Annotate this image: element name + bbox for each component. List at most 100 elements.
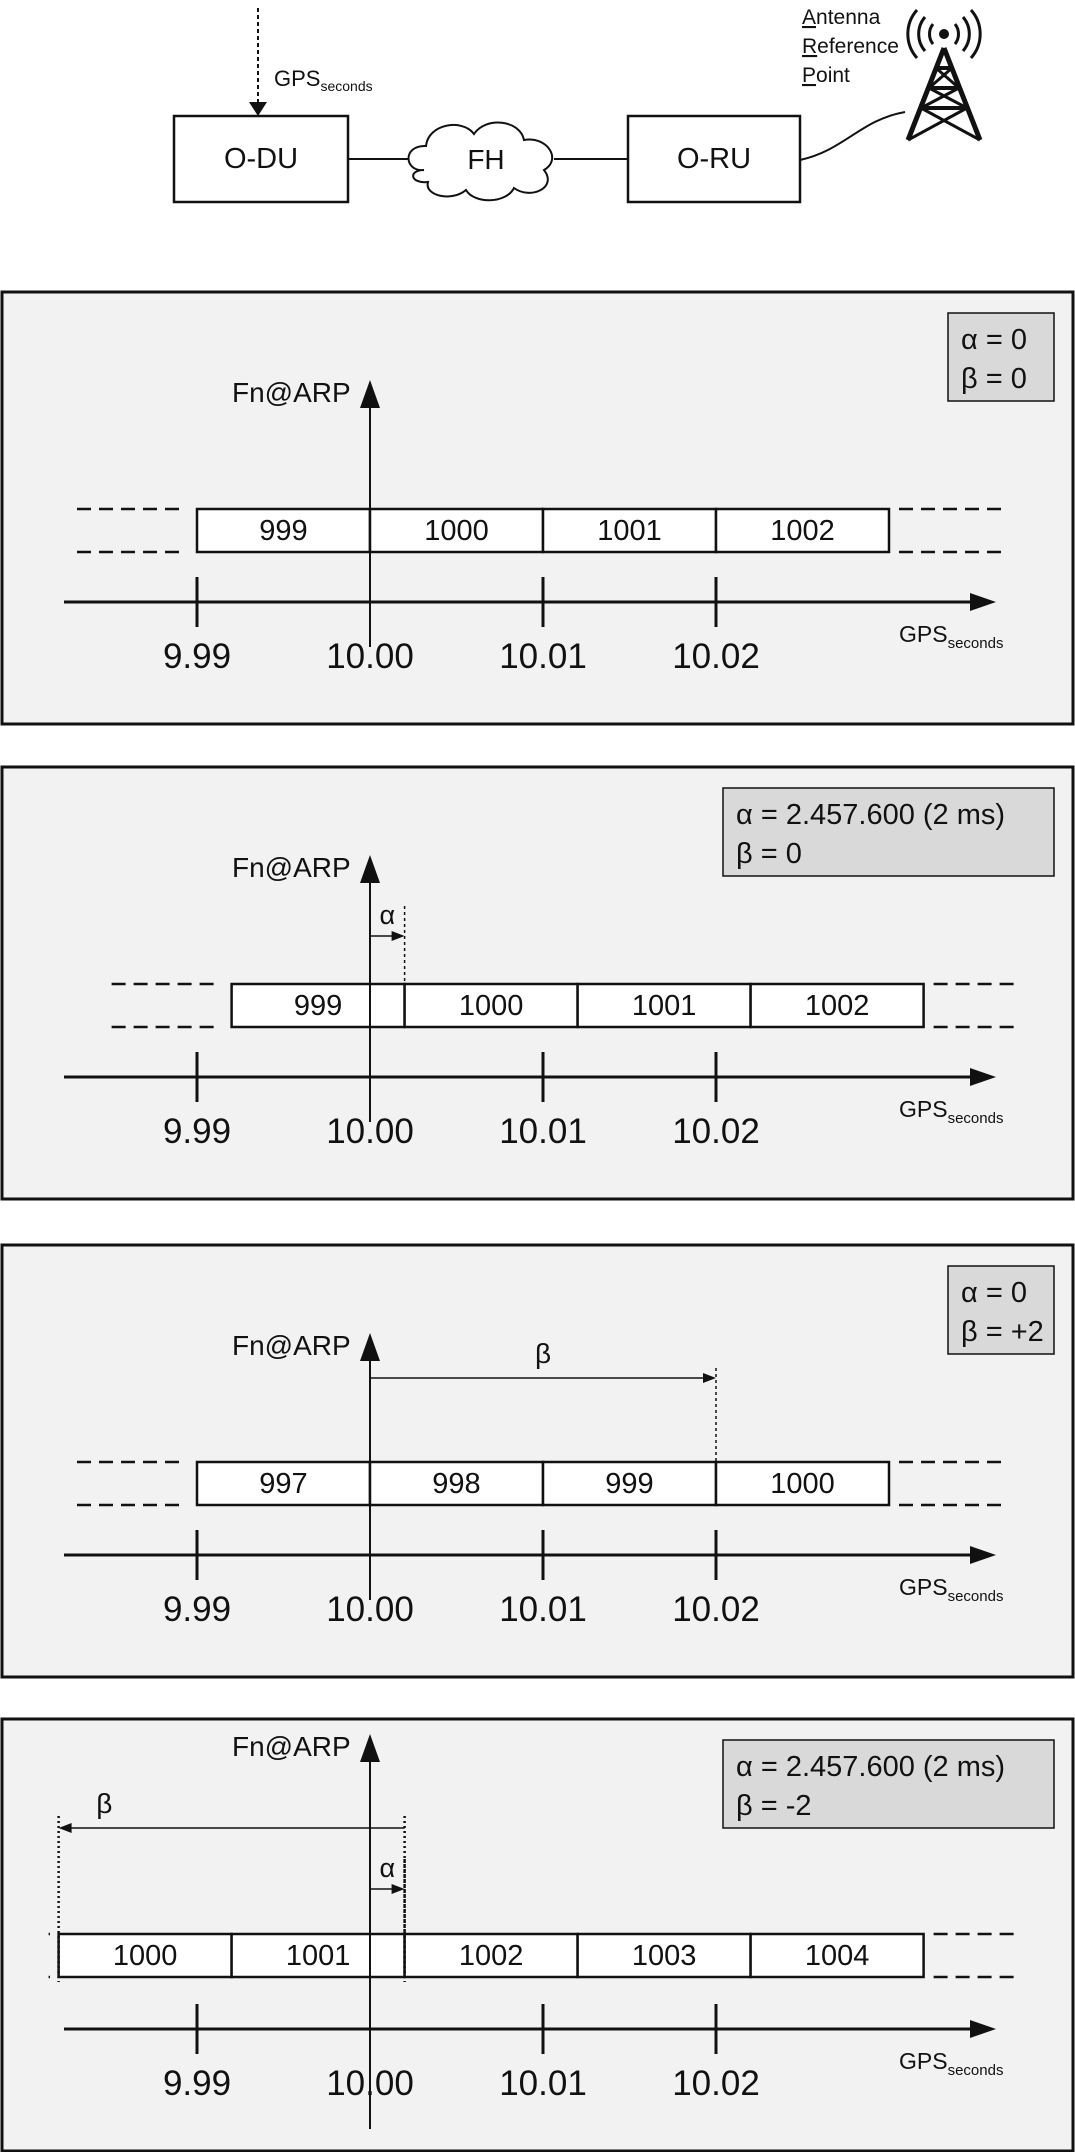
frame-cell bbox=[576, 982, 752, 1029]
beta-arrowhead bbox=[703, 1373, 716, 1383]
frame-cell bbox=[195, 1460, 372, 1507]
frame-cell bbox=[749, 982, 925, 1029]
frame-number: 997 bbox=[259, 1468, 307, 1500]
gps-seconds-label: GPSseconds bbox=[899, 2048, 1003, 2079]
architecture-diagram: GPSseconds O-DU FH O-RU bbox=[172, 6, 983, 204]
gps-tick-label: 9.99 bbox=[163, 2064, 231, 2103]
gps-axis-arrowhead bbox=[970, 593, 996, 611]
alpha-arrowhead bbox=[391, 931, 405, 941]
timing-panels: α = 0β = 09.99 10.00 10.01 10.02GPSseconds9… bbox=[0, 290, 1075, 2152]
frame-cell bbox=[714, 1460, 891, 1507]
antenna-feeder-cable bbox=[799, 111, 906, 161]
frame-number: 1000 bbox=[113, 1940, 178, 1972]
alpha-label: α bbox=[379, 900, 395, 930]
gps-seconds-label: GPSseconds bbox=[899, 1574, 1003, 1605]
parameter-box-background bbox=[722, 1739, 1055, 1829]
beta-value: β = 0 bbox=[736, 838, 802, 870]
gps-tick-label: 9.99 bbox=[163, 637, 231, 676]
gps-tick-label: 9.99 bbox=[163, 1112, 231, 1151]
frame-cell bbox=[368, 1460, 545, 1507]
gps-seconds-label: GPSseconds bbox=[899, 621, 1003, 652]
parameter-box: α = 2.457.600 (2 ms) β = 0 bbox=[722, 787, 1055, 877]
antenna-reference-point-label: Antenna Reference Point bbox=[802, 6, 899, 87]
frame-number: 1000 bbox=[459, 990, 524, 1022]
gps-tick-label: 9.99 bbox=[163, 1590, 231, 1629]
beta-label: β bbox=[96, 1788, 112, 1819]
gps-tick-label: 10.02 bbox=[672, 1590, 760, 1629]
beta-arrowhead bbox=[58, 1823, 72, 1833]
antenna-label-line-2: Reference bbox=[802, 35, 899, 58]
parameter-box: α = 0 β = +2 bbox=[947, 1265, 1055, 1355]
timing-panel: α = 0β = 09.99 10.00 10.01 10.02GPSseconds9… bbox=[0, 290, 1075, 726]
parameter-box-background bbox=[947, 1265, 1055, 1355]
frame-cell bbox=[749, 1932, 925, 1979]
gps-axis-arrowhead bbox=[970, 1068, 996, 1086]
frame-number: 1002 bbox=[805, 990, 870, 1022]
parameter-box-background bbox=[722, 787, 1055, 877]
gps-tick-label: 10.02 bbox=[672, 637, 760, 676]
frame-number: 1002 bbox=[770, 515, 835, 547]
odu-box bbox=[172, 114, 350, 204]
gps-tick-label: 10.01 bbox=[499, 1590, 587, 1629]
gps-axis-arrowhead bbox=[970, 1546, 996, 1564]
alpha-value: α = 2.457.600 (2 ms) bbox=[736, 799, 1005, 831]
fn-arp-label: Fn@ARP bbox=[232, 377, 351, 408]
fronthaul-cloud bbox=[407, 121, 554, 202]
gps-seconds-label: GPSseconds bbox=[899, 1096, 1003, 1127]
frame-cell bbox=[714, 507, 891, 554]
antenna-tower-icon bbox=[905, 9, 983, 142]
frame-cell bbox=[403, 982, 579, 1029]
frame-cell bbox=[230, 982, 406, 1029]
frame-number: 1001 bbox=[597, 515, 662, 547]
frame-cell bbox=[576, 1932, 752, 1979]
frame-number: 1002 bbox=[459, 1940, 524, 1972]
beta-value: β = 0 bbox=[961, 363, 1027, 395]
antenna-label-line-3: Point bbox=[802, 64, 850, 87]
parameter-box: α = 0 β = 0 bbox=[947, 312, 1055, 402]
alpha-value: α = 0 bbox=[961, 324, 1027, 356]
oru-label: O-RU bbox=[677, 143, 751, 175]
fn-arp-label: Fn@ARP bbox=[232, 852, 351, 883]
alpha-value: α = 0 bbox=[961, 1277, 1027, 1309]
fn-arp-axis-arrowhead bbox=[360, 855, 380, 883]
frame-cell bbox=[368, 507, 545, 554]
gps-axis-arrowhead bbox=[970, 2020, 996, 2038]
beta-value: β = -2 bbox=[736, 1790, 812, 1822]
beta-value: β = +2 bbox=[961, 1316, 1044, 1348]
fh-label: FH bbox=[467, 144, 504, 175]
frame-cell bbox=[57, 1932, 233, 1979]
frame-number: 999 bbox=[605, 1468, 653, 1500]
frame-number: 999 bbox=[294, 990, 342, 1022]
frame-number: 999 bbox=[259, 515, 307, 547]
fn-arp-axis-arrowhead bbox=[360, 380, 380, 408]
parameter-box: α = 2.457.600 (2 ms) β = -2 bbox=[722, 1739, 1055, 1829]
alpha-label: α bbox=[379, 1853, 395, 1883]
antenna-label-line-1: Antenna bbox=[802, 6, 881, 29]
parameter-box-background bbox=[947, 312, 1055, 402]
top-gps-label: GPSseconds bbox=[274, 66, 373, 94]
frame-number: 1000 bbox=[424, 515, 489, 547]
frame-number: 1004 bbox=[805, 1940, 870, 1972]
fn-arp-label: Fn@ARP bbox=[232, 1330, 351, 1361]
frame-cell bbox=[230, 1932, 406, 1979]
frame-number: 1001 bbox=[632, 990, 697, 1022]
fn-arp-axis-arrowhead bbox=[360, 1333, 380, 1361]
timing-panel: α = 0β = +29.99 10.00 10.01 10.02GPSseconds… bbox=[0, 1243, 1075, 1679]
alpha-arrowhead bbox=[391, 1884, 405, 1894]
frame-cell bbox=[541, 1460, 718, 1507]
beta-label: β bbox=[535, 1338, 551, 1369]
frame-number: 1003 bbox=[632, 1940, 697, 1972]
gps-tick-label: 10.01 bbox=[499, 637, 587, 676]
alpha-value: α = 2.457.600 (2 ms) bbox=[736, 1751, 1005, 1783]
gps-tick-label: 10.01 bbox=[499, 1112, 587, 1151]
timing-panel: α = 2.457.600 (2 ms)β = 09.99 10.00 10.01 1… bbox=[0, 765, 1075, 1201]
odu-label: O-DU bbox=[224, 143, 298, 175]
frame-number: 1001 bbox=[286, 1940, 351, 1972]
fn-arp-axis-arrowhead bbox=[360, 1734, 380, 1762]
timing-panel: α = 2.457.600 (2 ms)β = -29.99 10.00 10.01… bbox=[0, 1717, 1075, 2152]
gps-input-arrowhead bbox=[249, 102, 267, 116]
frame-number: 998 bbox=[432, 1468, 480, 1500]
frame-number: 1000 bbox=[770, 1468, 835, 1500]
gps-tick-label: 10.02 bbox=[672, 1112, 760, 1151]
